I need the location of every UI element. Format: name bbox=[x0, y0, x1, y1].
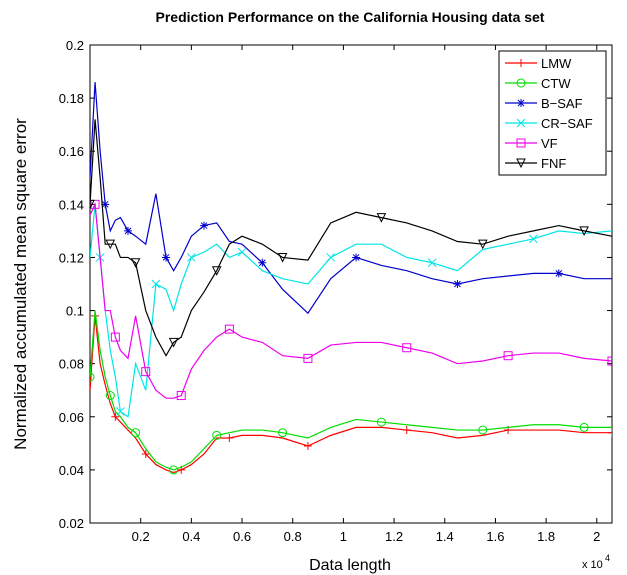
x-exponent: 4 bbox=[605, 553, 610, 563]
marker bbox=[516, 158, 526, 169]
marker bbox=[162, 253, 171, 262]
marker bbox=[101, 200, 110, 209]
marker bbox=[402, 426, 411, 435]
y-tick-label: 0.04 bbox=[59, 463, 84, 478]
x-tick-label: 1.6 bbox=[486, 529, 504, 544]
plot bbox=[90, 82, 612, 475]
x-tick-label: 1 bbox=[340, 529, 347, 544]
marker bbox=[453, 280, 462, 288]
marker bbox=[352, 253, 361, 262]
marker bbox=[303, 353, 313, 363]
legend-label: LMW bbox=[541, 56, 572, 71]
marker bbox=[131, 428, 141, 438]
marker bbox=[111, 412, 120, 421]
plot-frame bbox=[89, 44, 613, 524]
marker bbox=[608, 428, 612, 437]
marker bbox=[478, 425, 488, 435]
y-tick-label: 0.14 bbox=[59, 197, 84, 212]
marker bbox=[376, 213, 387, 223]
marker bbox=[105, 391, 115, 401]
chart-title: Prediction Performance on the California… bbox=[156, 9, 545, 25]
marker bbox=[224, 324, 234, 334]
x-tick-label: 0.8 bbox=[284, 529, 302, 544]
marker bbox=[427, 258, 437, 268]
marker bbox=[516, 138, 526, 148]
marker bbox=[278, 428, 288, 438]
marker bbox=[303, 441, 312, 450]
marker bbox=[200, 221, 209, 230]
y-axis-label: Normalized accumulated mean square error bbox=[11, 118, 30, 450]
marker bbox=[402, 343, 412, 353]
marker bbox=[187, 253, 196, 262]
marker bbox=[516, 118, 526, 128]
series-line bbox=[90, 202, 612, 399]
x-tick-label: 0.2 bbox=[132, 529, 150, 544]
marker bbox=[212, 430, 222, 440]
marker bbox=[169, 465, 179, 475]
legend-label: B−SAF bbox=[541, 96, 583, 111]
y-tick-label: 0.1 bbox=[66, 304, 84, 319]
marker bbox=[326, 253, 336, 262]
marker bbox=[141, 449, 150, 458]
marker bbox=[579, 226, 589, 237]
marker bbox=[258, 258, 267, 267]
marker bbox=[124, 226, 133, 235]
marker bbox=[90, 199, 100, 209]
x-tick-label: 1.8 bbox=[537, 529, 555, 544]
marker bbox=[110, 332, 120, 342]
x-tick-label: 0.4 bbox=[182, 529, 200, 544]
marker bbox=[517, 99, 525, 107]
x-tick-label: 2 bbox=[593, 529, 600, 544]
marker bbox=[516, 78, 526, 88]
marker bbox=[90, 199, 95, 210]
marker bbox=[105, 239, 116, 250]
series-line bbox=[90, 82, 612, 315]
series-line bbox=[90, 315, 612, 474]
legend-label: CR−SAF bbox=[541, 116, 593, 131]
x-multiplier: x 10 bbox=[582, 559, 603, 571]
marker bbox=[237, 247, 247, 257]
y-tick-label: 0.02 bbox=[59, 516, 84, 531]
legend-label: VF bbox=[541, 136, 558, 151]
marker bbox=[529, 234, 538, 244]
marker bbox=[116, 407, 125, 416]
marker bbox=[503, 351, 513, 361]
y-tick-label: 0.06 bbox=[59, 410, 84, 425]
x-tick-label: 1.4 bbox=[436, 529, 454, 544]
marker bbox=[554, 269, 563, 278]
marker bbox=[211, 266, 222, 276]
y-tick-label: 0.2 bbox=[66, 38, 84, 53]
series-line bbox=[90, 204, 612, 418]
marker bbox=[141, 367, 151, 377]
y-tick-label: 0.12 bbox=[59, 250, 84, 265]
marker bbox=[277, 252, 288, 263]
y-tick-label: 0.18 bbox=[59, 91, 84, 106]
marker bbox=[168, 337, 179, 348]
marker bbox=[151, 279, 161, 289]
marker bbox=[517, 59, 525, 67]
marker bbox=[90, 372, 95, 382]
x-axis-label: Data length bbox=[309, 557, 391, 574]
x-tick-label: 1.2 bbox=[385, 529, 403, 544]
marker bbox=[130, 258, 141, 268]
marker bbox=[176, 391, 186, 401]
marker bbox=[225, 434, 234, 443]
x-tick-label: 0.6 bbox=[233, 529, 251, 544]
series-line bbox=[90, 119, 612, 357]
marker bbox=[579, 422, 589, 432]
legend-label: FNF bbox=[541, 156, 566, 171]
marker bbox=[477, 239, 488, 250]
legend-label: CTW bbox=[541, 76, 571, 91]
y-tick-label: 0.08 bbox=[59, 357, 84, 372]
series-line bbox=[90, 310, 612, 471]
marker bbox=[607, 356, 612, 366]
legend-box bbox=[498, 50, 607, 176]
marker bbox=[376, 417, 386, 427]
y-tick-label: 0.16 bbox=[59, 144, 84, 159]
